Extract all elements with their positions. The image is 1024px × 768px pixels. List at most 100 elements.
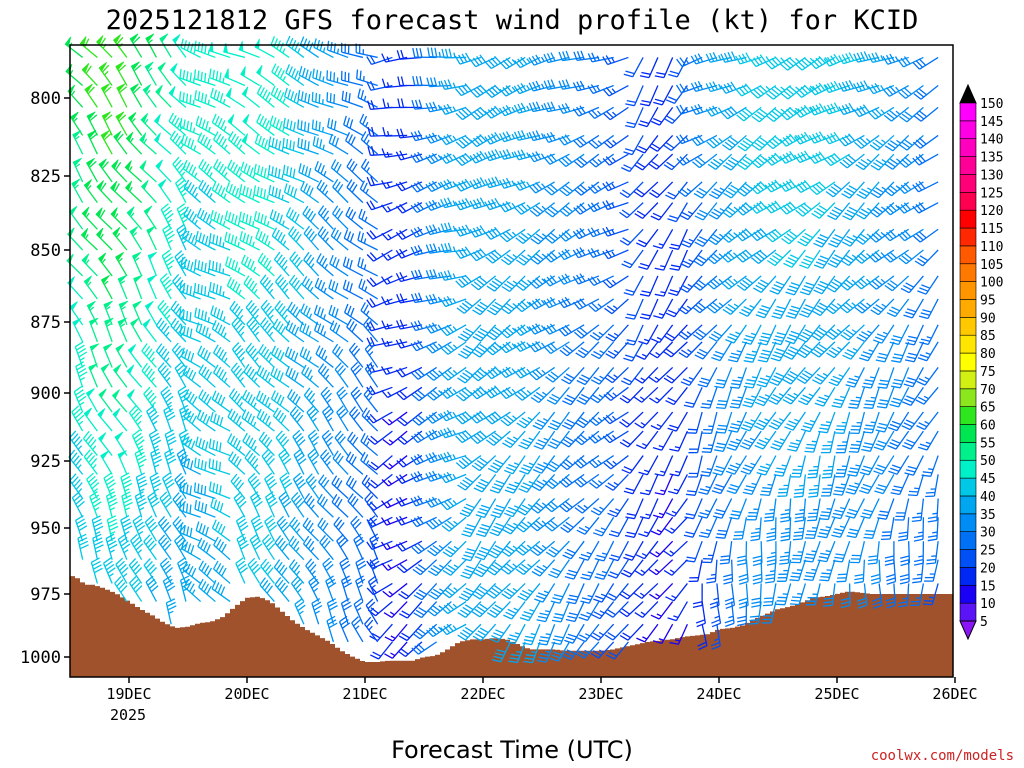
wind-barb <box>916 367 939 386</box>
wind-barb <box>213 536 231 561</box>
wind-barb <box>170 317 187 343</box>
wind-barb <box>663 134 688 152</box>
wind-barb <box>273 559 290 584</box>
wind-barb <box>750 517 762 542</box>
wind-barb <box>927 498 939 523</box>
wind-barb <box>242 113 261 136</box>
wind-barb <box>239 184 260 204</box>
wind-barb <box>807 455 821 479</box>
wind-barb <box>98 62 113 86</box>
wind-barb <box>454 83 482 97</box>
wind-barb <box>587 202 614 213</box>
wind-barb <box>558 228 585 242</box>
wind-barb <box>664 106 688 124</box>
wind-barb <box>619 601 644 618</box>
wind-barb <box>360 158 379 183</box>
wind-barb <box>227 131 246 155</box>
wind-barb <box>258 343 275 368</box>
wind-barb <box>650 324 674 344</box>
wind-barb <box>588 473 615 489</box>
wind-barb <box>227 114 246 136</box>
wind-barb <box>381 180 408 190</box>
wind-barb <box>198 389 216 413</box>
wind-barb <box>425 180 452 193</box>
wind-barb <box>917 275 939 295</box>
wind-barb <box>471 455 497 472</box>
wind-barb <box>224 210 246 230</box>
wind-barb <box>796 366 821 384</box>
wind-barb <box>842 341 865 360</box>
wind-barb <box>707 153 733 170</box>
wind-barb <box>589 324 615 341</box>
wind-barb <box>144 61 157 86</box>
wind-barb <box>669 430 688 452</box>
wind-barb <box>514 386 541 401</box>
wind-barb <box>412 559 438 576</box>
wind-barb <box>71 491 85 518</box>
wind-barb <box>243 363 261 388</box>
wind-barb <box>398 582 423 600</box>
wind-barb <box>69 205 84 230</box>
wind-barb <box>288 559 305 584</box>
wind-barb <box>678 341 703 359</box>
wind-barb <box>811 298 836 317</box>
wind-barb <box>141 180 157 204</box>
wind-barb <box>779 201 806 215</box>
wind-barb <box>209 411 231 432</box>
wind-barb <box>331 493 349 518</box>
wind-barb <box>557 273 585 285</box>
wind-barb <box>835 455 851 478</box>
wind-barb <box>720 51 747 63</box>
wind-barb <box>130 83 143 108</box>
wind-barb <box>194 90 216 108</box>
wind-barb <box>293 448 307 475</box>
wind-barb <box>342 256 364 277</box>
colorbar-segment <box>959 263 977 282</box>
wind-barb <box>675 83 703 94</box>
wind-barb <box>650 202 674 221</box>
wind-barb <box>764 152 791 166</box>
wind-barb <box>208 233 231 251</box>
wind-barb <box>664 516 688 534</box>
wind-barb <box>766 541 777 566</box>
wind-barb <box>652 228 674 250</box>
wind-barb <box>83 179 98 204</box>
wind-barb <box>757 324 777 346</box>
wind-barb <box>619 228 644 246</box>
colorbar-label: 90 <box>980 311 996 326</box>
wind-barb <box>528 80 555 92</box>
x-tick-label: 23DEC <box>578 685 623 703</box>
wind-barb <box>145 33 157 58</box>
chart-title: 2025121812 GFS forecast wind profile (kt… <box>106 5 919 36</box>
wind-barb <box>269 115 290 137</box>
wind-barb <box>877 367 895 389</box>
wind-barb <box>702 541 718 564</box>
wind-barb <box>489 516 511 537</box>
wind-barb <box>154 132 172 155</box>
wind-barb <box>573 473 600 488</box>
wind-barb <box>176 203 190 230</box>
wind-barb <box>289 516 305 542</box>
wind-barb <box>574 498 600 514</box>
wind-barb <box>679 202 703 221</box>
wind-barb <box>856 324 880 343</box>
wind-barb <box>469 197 496 210</box>
wind-barb <box>308 575 320 602</box>
wind-barb <box>98 252 113 277</box>
wind-barb <box>724 601 735 628</box>
wind-barb <box>855 153 880 171</box>
wind-barb <box>513 102 541 114</box>
wind-barb <box>729 498 748 520</box>
wind-barb <box>566 583 585 605</box>
wind-barb <box>794 179 821 193</box>
wind-barb <box>721 275 747 290</box>
wind-barb <box>270 85 290 108</box>
wind-barb <box>513 149 541 161</box>
wind-barb <box>284 346 305 368</box>
wind-barb <box>469 248 496 262</box>
wind-barb <box>283 87 305 108</box>
wind-barb <box>669 249 688 271</box>
wind-barb <box>97 408 113 432</box>
wind-barb <box>621 153 644 173</box>
wind-barb <box>211 580 231 603</box>
